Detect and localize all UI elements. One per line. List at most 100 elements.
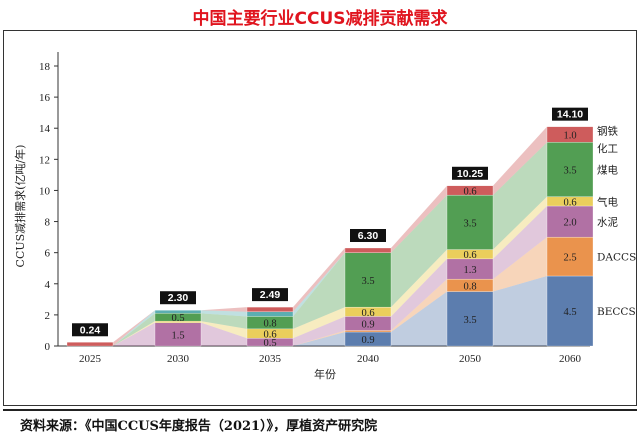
y-tick-label: 14 (39, 123, 51, 135)
bar-segment (344, 330, 392, 333)
bar-segment (66, 342, 114, 347)
connector-area (391, 195, 447, 308)
x-tick-label: 2040 (357, 353, 380, 365)
legend-label: 气电 (597, 195, 618, 208)
total-value-label: 2.30 (168, 292, 189, 304)
connector-area (493, 206, 547, 280)
segment-value-label: 2.0 (563, 218, 576, 229)
total-value-label: 10.25 (457, 168, 483, 180)
bar-segment (546, 205, 594, 238)
bar-segment (546, 126, 594, 143)
segment-value-label: 4.5 (563, 307, 576, 318)
connector-area (293, 316, 345, 346)
connector-area (201, 321, 247, 339)
chart-title: 中国主要行业CCUS减排贡献需求 (192, 9, 448, 29)
segment-value-label: 0.9 (361, 335, 374, 346)
total-value-label: 14.10 (557, 109, 583, 121)
y-tick-label: 6 (45, 248, 51, 260)
source-divider (3, 409, 637, 411)
connector-area (293, 252, 345, 329)
connector-area (201, 310, 247, 317)
bar-segment (446, 291, 494, 347)
y-tick-label: 0 (45, 341, 51, 353)
segment-value-label: 0.8 (463, 281, 476, 292)
segment-value-label: 0.8 (263, 319, 276, 330)
connector-area (493, 276, 547, 346)
bar-segment (344, 252, 392, 308)
segment-value-label: 0.5 (263, 338, 276, 349)
connector-area (493, 126, 547, 196)
bar-segment (446, 185, 494, 196)
segment-value-label: 0.6 (263, 330, 276, 341)
connector-area (391, 279, 447, 332)
bar-segment (446, 194, 494, 250)
segment-value-label: 1.3 (463, 265, 476, 276)
connector-area (391, 185, 447, 253)
total-label-box (552, 107, 588, 121)
connector-area (293, 330, 345, 346)
x-tick-label: 2030 (167, 353, 190, 365)
segment-value-label: 1.0 (563, 130, 576, 141)
segment-value-label: 3.5 (563, 165, 576, 176)
connector-area (293, 252, 345, 317)
bar-segment (246, 311, 294, 317)
y-axis-title: CCUS减排需求(亿吨/年) (13, 145, 27, 268)
connector-area (113, 310, 155, 346)
connector-area (201, 322, 247, 346)
connector-area (493, 142, 547, 250)
bar-segment (154, 310, 202, 314)
y-tick-label: 12 (39, 154, 50, 166)
y-tick-label: 18 (39, 61, 51, 73)
total-value-label: 6.30 (358, 230, 379, 242)
legend-label: DACCS (597, 252, 636, 264)
source-note: 资料来源：《中国CCUS年度报告（2021）》，厚植资产研究院 (20, 419, 378, 434)
legend-label: 煤电 (597, 163, 618, 176)
y-tick-label: 4 (45, 279, 51, 291)
segment-value-label: 0.6 (463, 250, 476, 261)
connector-area (113, 313, 155, 346)
connector-area (293, 332, 345, 346)
segment-value-label: 0.6 (463, 186, 476, 197)
connector-area (113, 310, 155, 346)
connector-area (201, 313, 247, 329)
segment-value-label: 3.5 (463, 315, 476, 326)
segment-value-label: 0.6 (361, 308, 374, 319)
total-label-box (452, 166, 488, 180)
bar-segment (546, 236, 594, 277)
segment-value-label: 3.5 (463, 218, 476, 229)
legend-label: 钢铁 (597, 125, 618, 138)
connector-area (293, 248, 345, 312)
total-label-box (160, 291, 196, 305)
segment-value-label: 0.6 (563, 197, 576, 208)
segment-value-label: 0.9 (361, 319, 374, 330)
legend-label: 水泥 (597, 216, 618, 229)
total-label-box (350, 229, 386, 242)
bar-segment (546, 275, 594, 347)
x-axis-title: 年份 (314, 367, 336, 381)
y-tick-label: 10 (39, 185, 51, 197)
connector-area (201, 307, 247, 312)
chart-frame (3, 30, 637, 406)
segment-value-label: 2.5 (563, 253, 576, 264)
connector-area (391, 291, 447, 346)
total-value-label: 2.49 (260, 289, 281, 301)
total-label-box (72, 323, 108, 337)
connector-area (293, 307, 345, 339)
connector-area (493, 237, 547, 292)
y-tick-label: 8 (45, 217, 51, 229)
legend-label: BECCS (597, 306, 636, 318)
segment-value-label: 1.5 (171, 330, 184, 341)
segment-value-label: 0.5 (171, 313, 184, 324)
connector-area (391, 249, 447, 317)
x-tick-label: 2025 (79, 353, 102, 365)
bar-segment (344, 247, 392, 253)
connector-area (113, 321, 155, 346)
x-tick-label: 2060 (559, 353, 582, 365)
connector-area (493, 196, 547, 259)
total-value-label: 0.24 (80, 324, 101, 336)
y-tick-label: 2 (45, 310, 51, 322)
x-tick-label: 2050 (459, 353, 482, 365)
connector-area (113, 322, 155, 346)
total-label-box (252, 288, 288, 302)
